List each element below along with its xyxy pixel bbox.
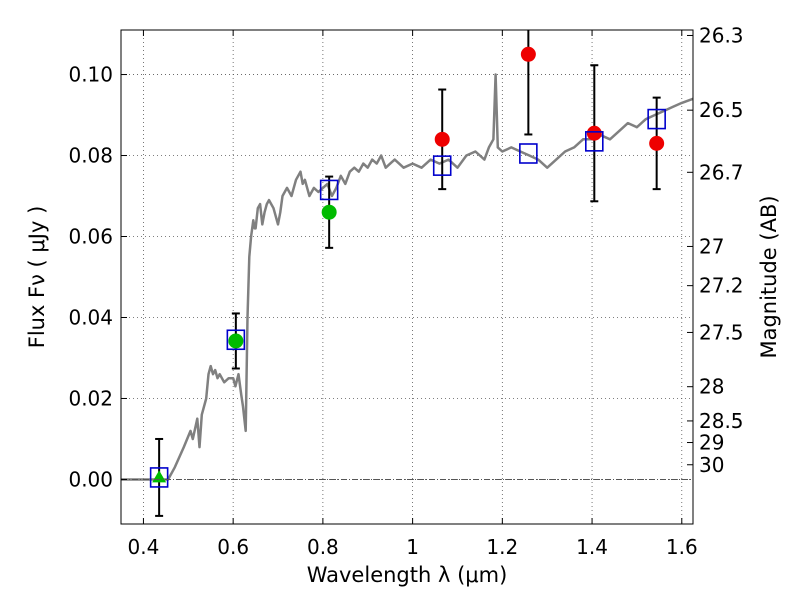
model-band-box — [319, 179, 339, 201]
mag-tick-label: 27.5 — [699, 320, 744, 344]
y-tick-label: 0.06 — [68, 225, 113, 249]
data-point-triangle — [152, 470, 167, 483]
data-point — [434, 131, 450, 147]
mag-tick-label: 28.5 — [699, 409, 744, 433]
model-band-fluxes — [149, 108, 666, 488]
mag-tick-label: 29 — [699, 431, 724, 455]
mag-tick-label: 26.5 — [699, 98, 744, 122]
data-point — [321, 204, 337, 220]
plot-frame — [120, 29, 694, 525]
x-tick-label: 0.8 — [307, 535, 339, 559]
mag-tick-label: 27.2 — [699, 274, 744, 298]
model-band-box — [585, 131, 604, 152]
y-axis-label: Flux Fν ( μJy ) — [25, 206, 49, 349]
model-band-box — [149, 467, 169, 488]
observed-points — [152, 46, 665, 483]
y-tick-label: 0.02 — [68, 386, 113, 410]
model-band-box — [519, 143, 538, 164]
y-tick-label: 0.08 — [68, 144, 113, 168]
x-axis-label: Wavelength λ (μm) — [307, 563, 508, 587]
x-tick-label: 1.4 — [576, 535, 608, 559]
x-tick-label: 1 — [406, 535, 419, 559]
grid-lines — [121, 30, 693, 524]
data-point — [520, 46, 536, 62]
x-tick-label: 0.4 — [128, 535, 160, 559]
mag-tick-label: 27 — [699, 234, 724, 258]
y-tick-label: 0.10 — [68, 63, 113, 87]
x-tick-label: 1.2 — [486, 535, 518, 559]
axis-ticks: 0.4 0.6 0.8 1 1.2 1.4 1.6 0.00 0.02 0.04 0.06 0.08 0… — [68, 23, 743, 559]
x-tick-label: 0.6 — [217, 535, 249, 559]
mag-tick-label: 30 — [699, 453, 724, 477]
y-tick-label: 0.04 — [68, 305, 113, 329]
data-point — [586, 125, 602, 141]
x-tick-label: 1.6 — [666, 535, 698, 559]
y-tick-label: 0.00 — [68, 467, 113, 491]
mag-tick-label: 26.3 — [699, 23, 744, 47]
data-point — [649, 135, 665, 151]
mag-tick-label: 26.7 — [699, 160, 744, 184]
mag-tick-label: 28 — [699, 375, 724, 399]
model-band-box — [432, 155, 452, 176]
model-spectrum-line — [121, 73, 694, 481]
model-band-box — [226, 329, 246, 351]
right-axis-label: Magnitude (AB) — [757, 195, 781, 358]
model-spectrum — [121, 73, 694, 481]
model-band-box — [647, 108, 666, 130]
error-bars — [155, 30, 661, 517]
data-point — [228, 333, 244, 349]
